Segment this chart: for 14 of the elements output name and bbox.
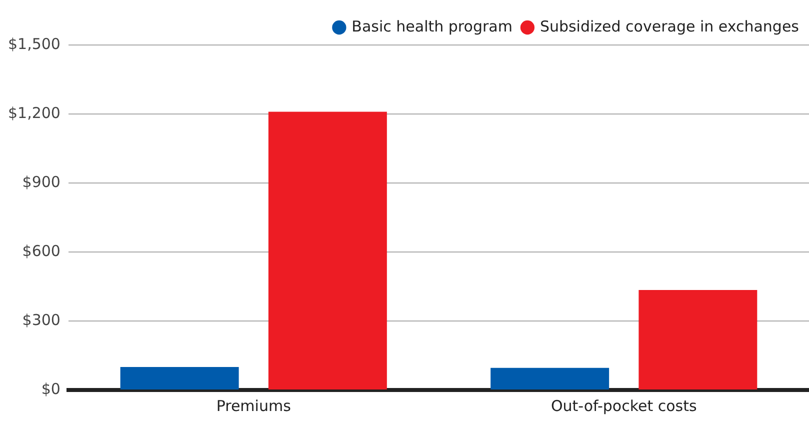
bar bbox=[638, 290, 758, 390]
x-tick-label: Out-of-pocket costs bbox=[550, 396, 697, 415]
bar bbox=[268, 112, 387, 390]
y-tick-label: $300 bbox=[22, 310, 60, 329]
x-tick-label: Premiums bbox=[216, 396, 292, 415]
bar bbox=[120, 367, 239, 390]
y-tick-label: $1,200 bbox=[8, 104, 60, 122]
y-tick-label: $900 bbox=[22, 172, 60, 191]
legend-label: Subsidized coverage in exchanges bbox=[540, 17, 800, 36]
y-tick-label: $1,500 bbox=[8, 34, 60, 53]
y-tick-label: $600 bbox=[22, 242, 60, 260]
legend-label: Basic health program bbox=[352, 17, 512, 36]
y-tick-label: $0 bbox=[41, 380, 60, 398]
bar bbox=[490, 368, 610, 390]
